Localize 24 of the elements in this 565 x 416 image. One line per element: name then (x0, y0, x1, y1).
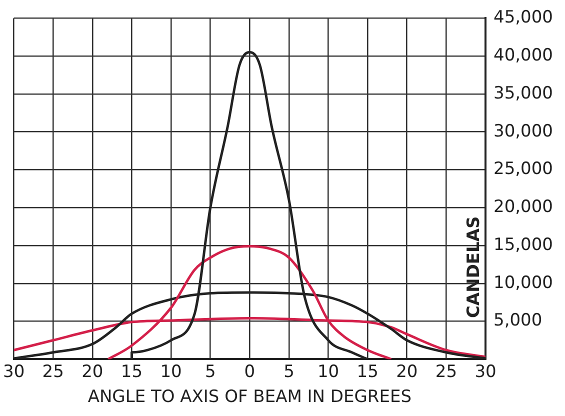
y-axis-title: CANDELAS (464, 216, 484, 318)
y-tick-label: 10,000 (494, 272, 553, 293)
y-tick-label: 30,000 (494, 121, 553, 142)
y-tick-label: 40,000 (494, 46, 553, 66)
y-tick-label: 35,000 (494, 83, 553, 104)
y-tick-label: 5,000 (494, 310, 542, 331)
x-tick-label: 10 (160, 362, 182, 382)
x-tick-label: 30 (474, 362, 496, 382)
y-tick-label: 45,000 (494, 8, 553, 28)
x-tick-label: 5 (284, 362, 294, 382)
x-tick-label: 25 (435, 362, 458, 382)
x-tick-label: 30 (2, 362, 25, 382)
y-tick-label: 25,000 (494, 159, 553, 180)
x-tick-label: 20 (396, 362, 418, 382)
x-tick-label: 20 (82, 362, 104, 382)
x-tick-label: 25 (42, 362, 64, 382)
x-tick-label: 10 (317, 362, 340, 382)
x-tick-label: 5 (204, 362, 216, 382)
x-axis-title: ANGLE TO AXIS OF BEAM IN DEGREES (88, 387, 412, 408)
x-tick-label: 15 (120, 362, 143, 382)
y-tick-label: 20,000 (494, 197, 553, 218)
x-tick-label: 0 (244, 362, 256, 382)
x-tick-label: 15 (356, 362, 378, 382)
y-tick-label: 15,000 (494, 234, 553, 255)
